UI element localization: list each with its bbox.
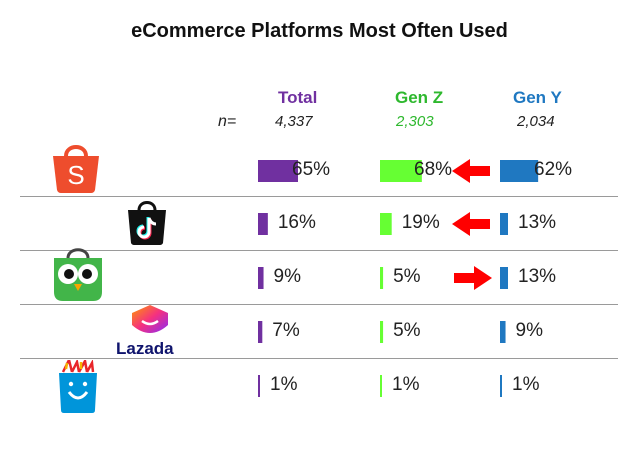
value-label-gen-y-tokopedia: 13% [518,266,557,287]
lazada-wordmark: Lazada [116,339,174,358]
red-arrow-icon [452,212,490,236]
value-label-gen-z-blibli: 1% [392,374,420,395]
bar-gen-y-tiktok [500,213,508,235]
value-label-total-blibli: 1% [270,374,298,395]
value-label-gen-y-blibli: 1% [512,374,540,395]
value-label-gen-y-shopee: 62% [534,159,573,180]
n-label: n= [218,113,237,130]
bar-gen-y-tokopedia [500,267,508,289]
value-label-gen-z-tiktok: 19% [401,212,440,233]
row-separator [20,304,618,305]
svg-text:S: S [67,160,84,190]
bar-total-tiktok [258,213,268,235]
red-arrow-icon [454,266,492,290]
bar-gen-y-shopee [500,160,539,182]
bar-gen-z-blibli [380,375,382,397]
n-total: 4,337 [275,113,313,130]
red-arrow-icon [452,159,490,183]
n-gen-z: 2,303 [396,113,434,130]
row-separator [20,358,618,359]
bar-total-blibli [258,375,260,397]
bar-total-lazada [258,321,263,343]
lazada-logo-icon [132,305,168,333]
value-label-gen-y-lazada: 9% [515,320,543,341]
tiktok-logo-icon [128,201,166,245]
bar-gen-z-tokopedia [380,267,384,289]
value-label-gen-z-lazada: 5% [393,320,421,341]
n-gen-y: 2,034 [517,113,555,130]
header-gen-y: Gen Y [513,88,562,107]
bar-gen-z-tiktok [380,213,392,235]
header-total: Total [278,88,318,107]
value-label-total-tokopedia: 9% [273,266,301,287]
value-label-total-tiktok: 16% [277,212,316,233]
bar-gen-y-blibli [500,375,502,397]
value-label-gen-y-tiktok: 13% [518,212,557,233]
shopee-logo-icon: S [53,145,99,193]
value-label-gen-z-tokopedia: 5% [393,266,421,287]
chart-title: eCommerce Platforms Most Often Used [131,20,508,42]
value-label-total-lazada: 7% [272,320,300,341]
bar-total-shopee [258,160,298,182]
row-separator [20,196,618,197]
tokopedia-logo-icon [54,248,102,301]
bar-total-tokopedia [258,267,264,289]
row-separator [20,250,618,251]
bar-gen-z-shopee [380,160,422,182]
header-gen-z: Gen Z [395,88,444,107]
blibli-logo-icon [59,360,97,413]
value-label-total-shopee: 65% [292,159,331,180]
bar-gen-z-lazada [380,321,384,343]
value-label-gen-z-shopee: 68% [414,159,453,180]
bar-gen-y-lazada [500,321,506,343]
